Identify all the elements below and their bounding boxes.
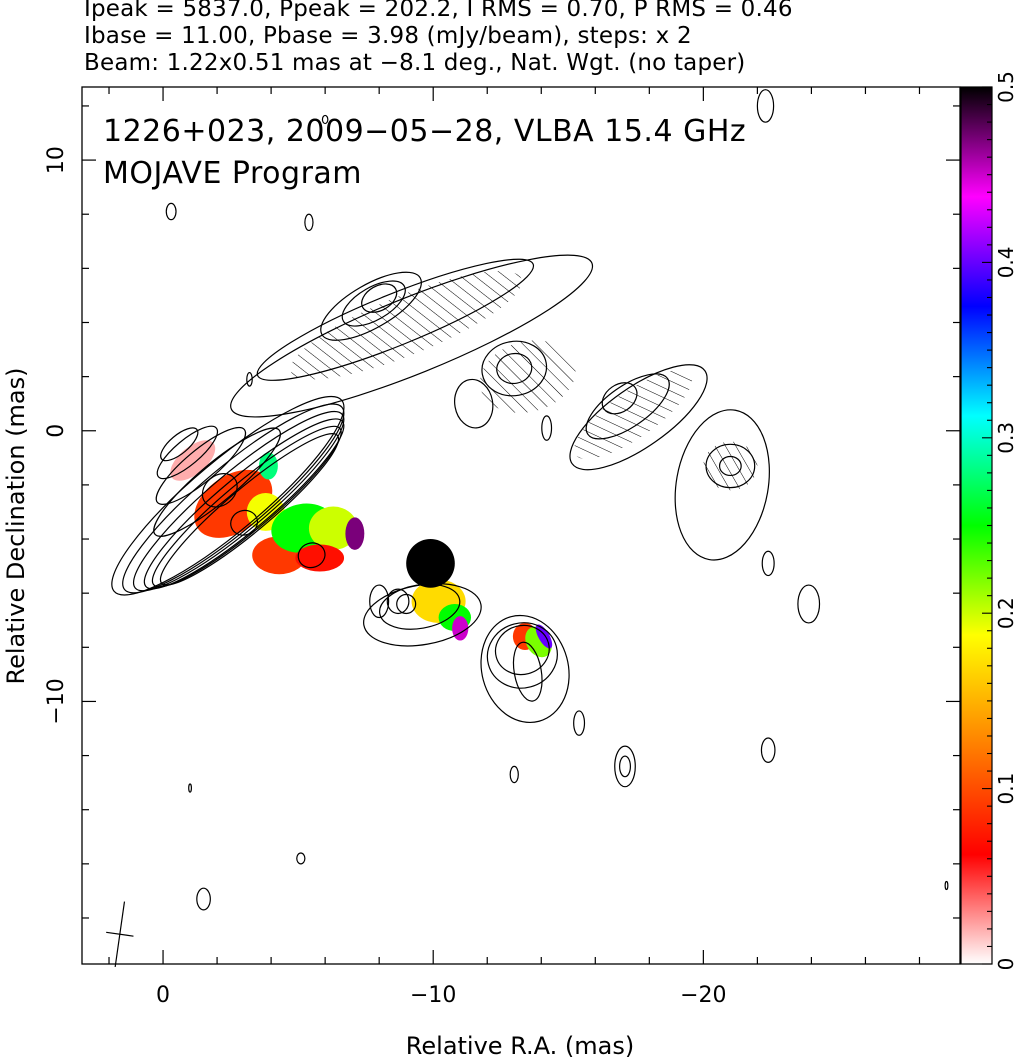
contour <box>454 378 494 429</box>
contour <box>601 382 638 415</box>
chart-title: 1226+023, 2009−05−28, VLBA 15.4 GHz <box>103 114 746 149</box>
contour <box>153 427 281 537</box>
contour <box>396 593 417 615</box>
contour <box>614 745 636 788</box>
contour <box>481 340 548 397</box>
colorbar-label: 0.4 <box>994 246 1018 278</box>
contour <box>509 765 519 784</box>
header-line-2: Ibase = 11.00, Pbase = 3.98 (mJy/beam), … <box>84 23 692 49</box>
contour <box>230 254 594 418</box>
y-tick-label: 10 <box>44 146 69 174</box>
contour <box>486 622 558 689</box>
contour <box>496 352 533 385</box>
x-axis-label: Relative R.A. (mas) <box>406 1032 634 1060</box>
contour <box>320 271 422 341</box>
colorbar-label: 0.3 <box>994 422 1018 454</box>
contour <box>674 409 770 561</box>
x-tick-label: −20 <box>680 983 726 1008</box>
contour <box>143 418 345 590</box>
contour <box>188 783 193 793</box>
contour <box>944 880 949 891</box>
evpa-hatch <box>290 271 522 380</box>
contour <box>512 641 543 702</box>
y-tick-label: 0 <box>44 424 69 438</box>
contour <box>230 509 259 536</box>
contour <box>160 427 199 462</box>
contour <box>196 887 211 911</box>
pol-patch <box>295 544 345 572</box>
contour <box>718 455 742 477</box>
pol-patch <box>258 452 278 480</box>
evpa-hatch-layer <box>290 271 758 491</box>
contour <box>585 373 670 440</box>
colorbar-label: 0.1 <box>994 773 1018 805</box>
contour <box>296 852 306 865</box>
contour <box>494 624 550 676</box>
contour <box>361 283 398 313</box>
contour <box>760 737 776 763</box>
contour <box>201 473 238 508</box>
colorbar-label: 0.2 <box>994 597 1018 629</box>
contour <box>480 614 570 724</box>
beam-minor-axis <box>106 931 134 937</box>
contour <box>369 584 390 619</box>
pol-patch <box>452 616 469 641</box>
colorbar-label: 0 <box>994 958 1018 971</box>
axis-ticks <box>82 87 960 964</box>
contour <box>156 425 219 480</box>
pol-patch <box>170 440 216 481</box>
contour <box>256 258 535 381</box>
contour <box>304 213 314 232</box>
contour <box>151 425 342 588</box>
contour <box>246 371 253 387</box>
contour <box>619 755 632 778</box>
header-line-1: Ipeak = 5837.0, Ppeak = 202.2, I RMS = 0… <box>84 0 793 22</box>
contour <box>165 202 177 221</box>
contour <box>541 415 553 441</box>
contour <box>379 583 461 630</box>
pol-patch <box>345 517 365 550</box>
colorbar-label: 0.5 <box>994 71 1018 103</box>
chart-subtitle: MOJAVE Program <box>103 156 362 191</box>
y-tick-label: −10 <box>44 678 69 724</box>
evpa-hatch <box>574 370 693 459</box>
y-axis-label: Relative Declination (mas) <box>2 367 30 684</box>
contour <box>705 443 756 489</box>
evpa-hatch <box>703 441 758 491</box>
beam-marker <box>106 901 134 968</box>
colorbar-ticks <box>982 86 992 965</box>
x-tick-label: −10 <box>410 983 456 1008</box>
contour <box>341 280 406 327</box>
header-line-3: Beam: 1.22x0.51 mas at −8.1 deg., Nat. W… <box>84 50 746 76</box>
contour <box>761 550 775 577</box>
contour <box>573 710 586 736</box>
x-tick-label: 0 <box>156 983 170 1008</box>
contour <box>797 584 821 624</box>
pol-patch <box>406 539 455 588</box>
pol-patch <box>308 506 358 550</box>
plot-frame <box>81 86 961 965</box>
contour <box>122 403 345 594</box>
contour <box>321 114 329 125</box>
colorbar-labels: 0 0.1 0.2 0.3 0.4 0.5 <box>994 71 1018 970</box>
contour <box>569 364 708 471</box>
contour <box>386 588 410 615</box>
contour <box>297 542 326 569</box>
intensity-contours <box>111 89 949 911</box>
contour <box>756 89 775 123</box>
